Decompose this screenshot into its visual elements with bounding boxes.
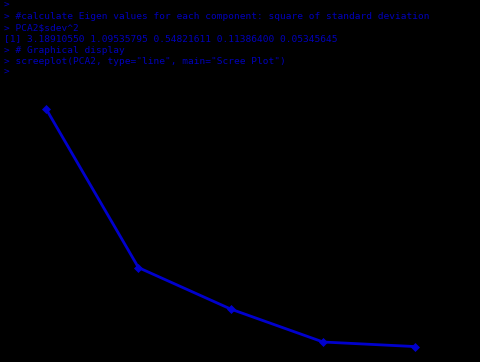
Text: > # Graphical display: > # Graphical display bbox=[4, 46, 125, 55]
Text: >: > bbox=[4, 1, 10, 10]
Text: > screeplot(PCA2, type="line", main="Scree Plot"): > screeplot(PCA2, type="line", main="Scr… bbox=[4, 56, 286, 66]
Text: > #calculate Eigen values for each component: square of standard deviation: > #calculate Eigen values for each compo… bbox=[4, 12, 429, 21]
Text: > PCA2$sdev^2: > PCA2$sdev^2 bbox=[4, 23, 79, 32]
Text: [1] 3.18910550 1.09535795 0.54821611 0.11386400 0.05345645: [1] 3.18910550 1.09535795 0.54821611 0.1… bbox=[4, 34, 337, 43]
Text: >: > bbox=[4, 68, 10, 77]
